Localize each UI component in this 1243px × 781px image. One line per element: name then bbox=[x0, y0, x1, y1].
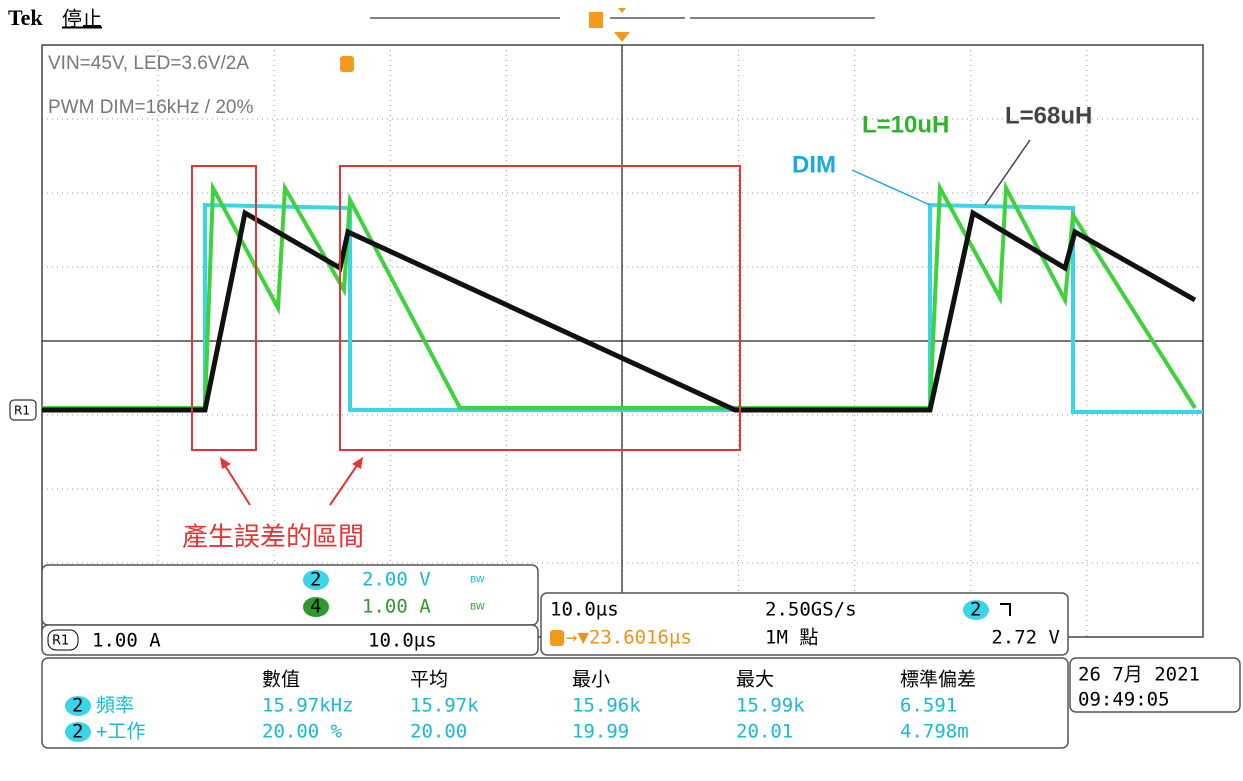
ch-badge bbox=[65, 696, 91, 716]
l68-trace bbox=[42, 209, 1197, 413]
measurement-name: +工作 bbox=[96, 721, 145, 743]
l10-trace bbox=[42, 180, 1197, 410]
arrow-head bbox=[352, 457, 363, 469]
error-label: 產生誤差的區間 bbox=[182, 523, 364, 553]
measurement-value: 15.99k bbox=[736, 695, 805, 717]
trigger-icon bbox=[340, 56, 354, 72]
measurement-header: 最小 bbox=[572, 669, 610, 691]
bw: BW bbox=[470, 603, 485, 613]
measurement-value: 20.01 bbox=[736, 721, 793, 743]
timebase-box bbox=[540, 592, 1069, 656]
timebase-time: 10.0µs bbox=[550, 599, 619, 621]
ref-time: 10.0µs bbox=[368, 630, 437, 652]
ref-label: R1 bbox=[52, 634, 69, 649]
annotation: VIN=45V, LED=3.6V/2A bbox=[48, 53, 249, 74]
measurement-name: 頻率 bbox=[96, 695, 134, 717]
measurement-value: 20.00 % bbox=[262, 721, 343, 743]
brand: Tek bbox=[8, 5, 43, 30]
trigger-marker bbox=[589, 12, 603, 28]
trigger-channel: 2 bbox=[970, 599, 981, 621]
measurement-value: 15.97kHz bbox=[262, 695, 354, 717]
trigger-level: 2.72 V bbox=[991, 627, 1060, 649]
ch-number: 2 bbox=[310, 569, 321, 591]
measurement-channel: 2 bbox=[72, 721, 83, 743]
channel-box bbox=[41, 564, 539, 626]
ref-scale: 1.00 A bbox=[92, 630, 161, 652]
ch-badge bbox=[65, 722, 91, 742]
trigger-icon bbox=[550, 630, 564, 646]
measurement-value: 4.798m bbox=[900, 721, 969, 743]
measurement-value: 15.96k bbox=[572, 695, 641, 717]
ref-badge bbox=[47, 629, 79, 651]
date: 26 7月 2021 bbox=[1078, 664, 1200, 686]
ch-badge bbox=[303, 570, 329, 590]
measurement-header: 標準偏差 bbox=[900, 669, 976, 691]
ch-badge bbox=[963, 600, 989, 620]
ref-marker bbox=[9, 399, 37, 421]
status: 停止 bbox=[62, 7, 102, 31]
trigger-marker bbox=[618, 8, 626, 13]
ch-scale: 1.00 A bbox=[362, 596, 431, 618]
date-box bbox=[1069, 657, 1241, 713]
time: 09:49:05 bbox=[1078, 689, 1170, 711]
measurement-value: 20.00 bbox=[410, 721, 467, 743]
measurement-channel: 2 bbox=[72, 695, 83, 717]
ch-number: 4 bbox=[310, 596, 321, 618]
trigger-slope bbox=[1000, 603, 1011, 616]
ref-box bbox=[41, 624, 539, 656]
ch-badge bbox=[303, 597, 329, 617]
measurement-header: 最大 bbox=[736, 669, 774, 691]
ch-scale: 2.00 V bbox=[362, 569, 431, 591]
record-length: 1M 點 bbox=[765, 627, 818, 649]
measurement-header: 平均 bbox=[410, 669, 448, 691]
trigger-marker bbox=[614, 32, 630, 42]
leader bbox=[851, 169, 931, 206]
ref-marker-label: R1 bbox=[14, 404, 30, 418]
arrow bbox=[329, 463, 359, 506]
leader bbox=[984, 139, 1031, 206]
bw: BW bbox=[470, 576, 485, 586]
annotation: PWM DIM=16kHz / 20% bbox=[48, 97, 253, 118]
measurement-table: 數值 平均 最小 最大 標準偏差 2 頻率 15.97kHz 15.97k 15.96k 15.99… bbox=[65, 669, 976, 743]
label-dim: DIM bbox=[792, 151, 836, 178]
error-box bbox=[191, 165, 257, 451]
measurement-value: 19.99 bbox=[572, 721, 629, 743]
label-l68: L=68uH bbox=[1005, 102, 1092, 129]
error-box bbox=[339, 165, 741, 451]
sample-rate: 2.50GS/s bbox=[765, 599, 857, 621]
measurement-box bbox=[41, 657, 1069, 749]
arrow bbox=[223, 463, 251, 506]
measurement-value: 6.591 bbox=[900, 695, 957, 717]
measurement-header: 數值 bbox=[262, 669, 300, 691]
measurement-value: 15.97k bbox=[410, 695, 479, 717]
label-l10: L=10uH bbox=[862, 111, 949, 138]
arrow-head bbox=[220, 457, 231, 469]
trigger-position: →▼23.6016µs bbox=[566, 627, 692, 649]
